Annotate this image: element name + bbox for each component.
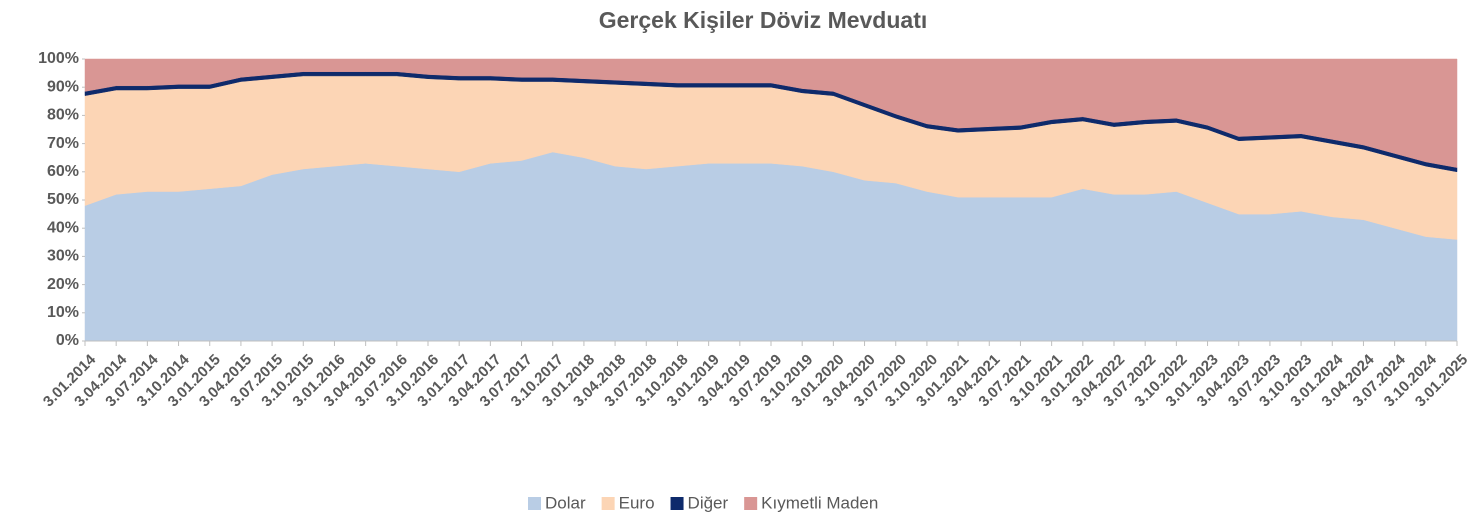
y-tick-label: 90%: [47, 78, 79, 95]
y-tick-label: 30%: [47, 248, 79, 265]
y-tick-label: 80%: [47, 107, 79, 124]
legend-label: Euro: [619, 493, 655, 512]
legend-swatch: [744, 497, 758, 510]
legend-swatch: [670, 497, 684, 510]
y-tick-label: 10%: [47, 304, 79, 321]
legend-label: Dolar: [545, 493, 586, 512]
area: [84, 58, 1458, 168]
y-tick-label: 50%: [47, 191, 79, 208]
legend-label: Diğer: [688, 493, 729, 512]
legend: Dolar Euro Diğer Kıymetli Maden: [528, 493, 878, 512]
y-tick-label: 40%: [47, 219, 79, 236]
y-tick-label: 20%: [47, 276, 79, 293]
legend-label: Kıymetli Maden: [761, 493, 878, 512]
legend-swatch: [528, 497, 541, 510]
y-tick-label: 70%: [47, 135, 79, 152]
chart-title: Gerçek Kişiler Döviz Mevduatı: [599, 7, 928, 33]
y-tick-label: 0%: [56, 332, 79, 349]
y-tick-label: 60%: [47, 163, 79, 180]
legend-swatch: [601, 497, 615, 510]
y-tick-label: 100%: [38, 50, 79, 67]
